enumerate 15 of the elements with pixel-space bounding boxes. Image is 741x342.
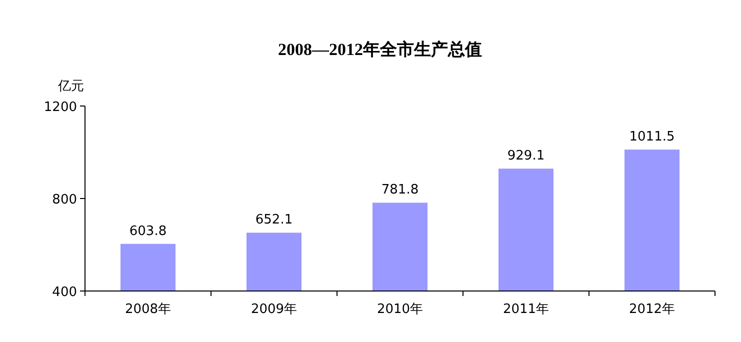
x-tick-label: 2008年 [124,302,172,317]
chart-title: 2008—2012年全市生产总值 [278,40,482,59]
data-label: 929.1 [507,148,545,164]
data-label: 603.8 [129,224,167,239]
x-tick-label: 2011年 [502,302,550,317]
data-label: 781.8 [381,182,419,198]
x-tick-label: 2010年 [376,302,424,317]
y-tick-label: 1200 [44,100,77,115]
x-tick-label: 2009年 [250,302,298,317]
y-tick-label: 800 [52,192,77,208]
x-tick-label: 2012年 [628,302,676,317]
data-label: 652.1 [255,212,293,228]
y-tick-label: 400 [52,285,77,300]
y-axis-title: 亿元 [57,79,84,94]
data-label: 1011.5 [629,130,675,145]
